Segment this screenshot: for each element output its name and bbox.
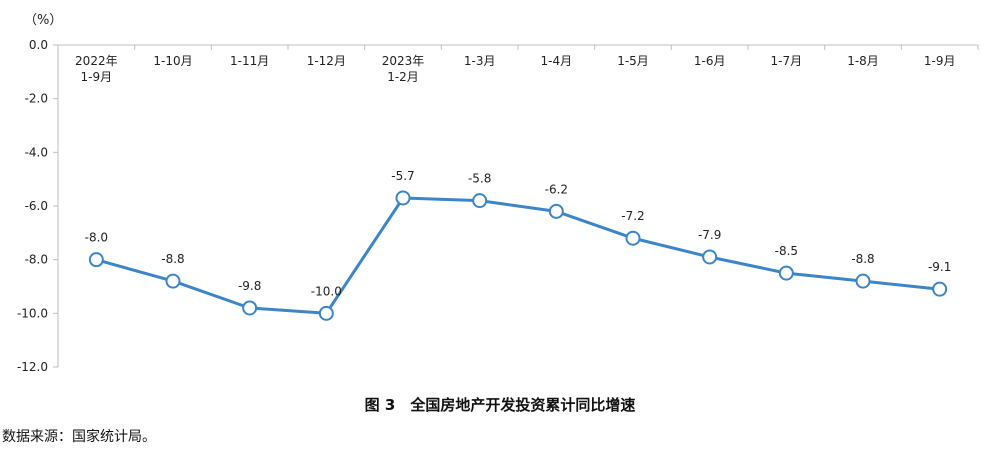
x-category-label: 1-11月 (230, 54, 269, 68)
y-tick-label: -12.0 (17, 360, 48, 374)
x-category-label: 1-12月 (307, 54, 346, 68)
data-label: -5.8 (468, 172, 491, 186)
x-category-label: 2023年 1-2月 (382, 54, 425, 84)
x-category-label: 1-7月 (771, 54, 803, 68)
y-axis-unit-label: （%） (24, 13, 62, 28)
x-category-label-line: 1-6月 (694, 54, 726, 68)
data-label: -6.2 (545, 182, 568, 196)
data-point-marker (778, 265, 794, 281)
data-point-marker (472, 193, 488, 209)
data-point-marker (395, 190, 411, 206)
x-category-label-line: 1-9月 (924, 54, 956, 68)
x-category-label-line: 2022年 (75, 54, 118, 68)
y-tick-label: -8.0 (25, 253, 48, 267)
x-category-label: 1-4月 (541, 54, 573, 68)
data-label: -7.9 (698, 228, 721, 242)
data-point-marker (702, 249, 718, 265)
data-label: -9.8 (238, 279, 261, 293)
x-category-label: 1-8月 (847, 54, 879, 68)
x-category-label-line: 1-4月 (541, 54, 573, 68)
data-point-marker (932, 281, 948, 297)
x-category-label-line: 1-12月 (307, 54, 346, 68)
x-category-label: 1-5月 (617, 54, 649, 68)
data-label: -8.8 (161, 252, 184, 266)
data-point-marker (318, 305, 334, 321)
y-tick-label: 0.0 (29, 38, 48, 52)
y-tick-label: -4.0 (25, 145, 48, 159)
data-label: -10.0 (311, 284, 342, 298)
data-point-marker (625, 230, 641, 246)
y-tick-label: -2.0 (25, 92, 48, 106)
data-label: -7.2 (621, 209, 644, 223)
x-category-label: 1-9月 (924, 54, 956, 68)
data-point-marker (548, 203, 564, 219)
data-point-marker (855, 273, 871, 289)
x-category-label: 1-10月 (153, 54, 192, 68)
x-category-label-line: 1-9月 (81, 70, 113, 84)
data-point-marker (88, 252, 104, 268)
x-category-label-line: 1-7月 (771, 54, 803, 68)
data-label: -8.5 (775, 244, 798, 258)
series-line (95, 196, 940, 315)
series-line-group (88, 190, 948, 321)
x-category-label-line: 1-3月 (464, 54, 496, 68)
x-category-label-line: 1-2月 (387, 70, 419, 84)
y-tick-label: -6.0 (25, 199, 48, 213)
x-category-label: 2022年 1-9月 (75, 54, 118, 84)
x-category-label-line: 2023年 (382, 54, 425, 68)
x-category-label-line: 1-10月 (153, 54, 192, 68)
data-label: -9.1 (928, 260, 951, 274)
data-label: -8.8 (851, 252, 874, 266)
x-category-label: 1-6月 (694, 54, 726, 68)
x-category-label: 1-3月 (464, 54, 496, 68)
source-note: 数据来源：国家统计局。 (2, 428, 156, 445)
data-label: -5.7 (391, 169, 414, 183)
x-category-label-line: 1-8月 (847, 54, 879, 68)
x-category-label-line: 1-11月 (230, 54, 269, 68)
axes: 0.0 -2.0 -4.0 -6.0 -8.0 -10.0 -12.0 2022年 1-9月 1-… (17, 38, 979, 374)
data-labels-group: -8.0 -8.8 -9.8 -10.0 -5.7 -5.8 -6.2 -7.2 -7.9 -8.… (85, 169, 952, 298)
data-label: -8.0 (85, 231, 108, 245)
data-point-marker (242, 300, 258, 316)
chart-caption: 图 3 全国房地产开发投资累计同比增速 (365, 396, 636, 414)
y-tick-label: -10.0 (17, 306, 48, 320)
x-category-label-line: 1-5月 (617, 54, 649, 68)
data-point-marker (165, 273, 181, 289)
